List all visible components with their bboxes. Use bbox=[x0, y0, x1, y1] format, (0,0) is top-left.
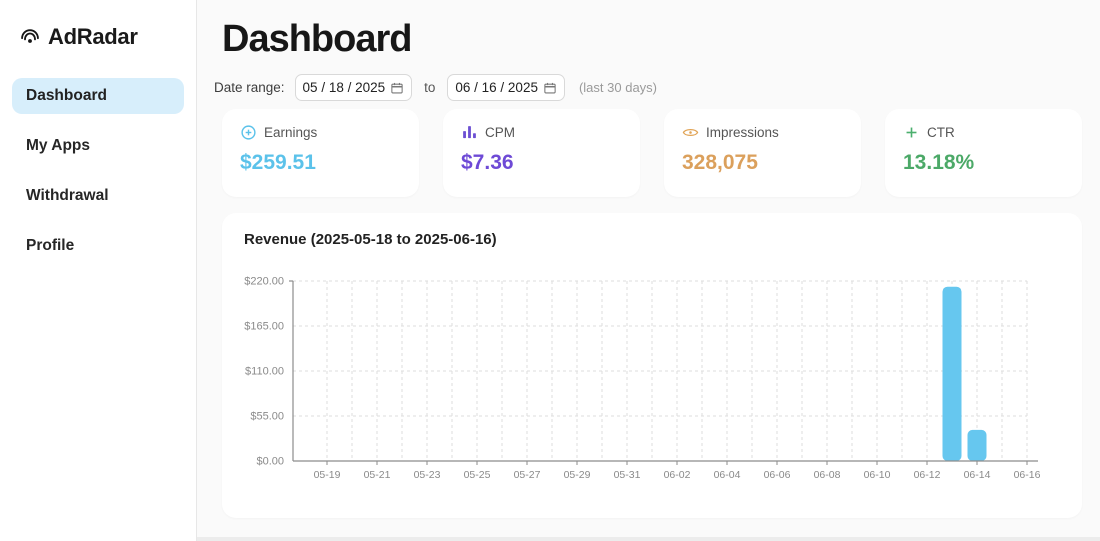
svg-text:$0.00: $0.00 bbox=[256, 456, 284, 468]
svg-text:$220.00: $220.00 bbox=[244, 276, 284, 288]
svg-text:05-29: 05-29 bbox=[564, 469, 591, 481]
svg-text:$165.00: $165.00 bbox=[244, 321, 284, 333]
svg-text:06-06: 06-06 bbox=[764, 469, 791, 481]
svg-text:05-23: 05-23 bbox=[414, 469, 441, 481]
svg-text:06-08: 06-08 bbox=[814, 469, 841, 481]
svg-text:06-10: 06-10 bbox=[864, 469, 891, 481]
svg-text:06-04: 06-04 bbox=[714, 469, 741, 481]
svg-text:06-12: 06-12 bbox=[914, 469, 941, 481]
svg-text:$55.00: $55.00 bbox=[250, 411, 284, 423]
svg-text:06-02: 06-02 bbox=[664, 469, 691, 481]
svg-text:05-31: 05-31 bbox=[614, 469, 641, 481]
svg-text:05-25: 05-25 bbox=[464, 469, 491, 481]
svg-text:05-19: 05-19 bbox=[314, 469, 341, 481]
svg-text:06-14: 06-14 bbox=[964, 469, 991, 481]
svg-text:05-27: 05-27 bbox=[514, 469, 541, 481]
svg-text:$110.00: $110.00 bbox=[245, 366, 284, 378]
svg-text:05-21: 05-21 bbox=[364, 469, 391, 481]
svg-text:06-16: 06-16 bbox=[1014, 469, 1041, 481]
